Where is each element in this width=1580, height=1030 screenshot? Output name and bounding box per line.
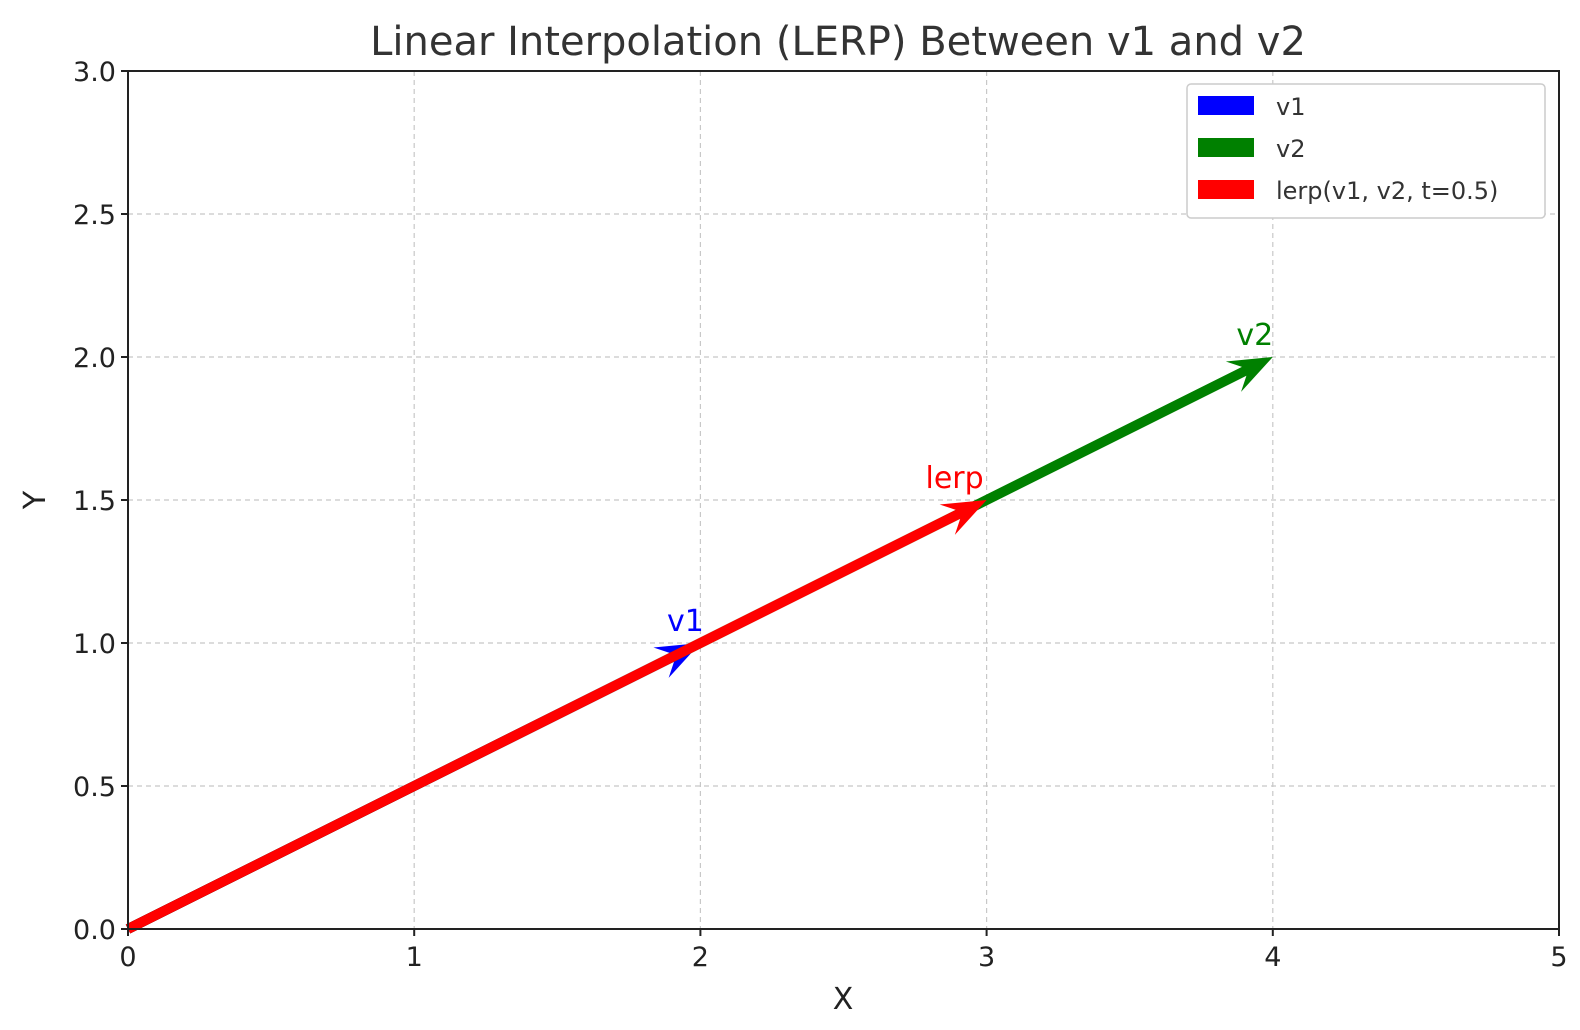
- vector-arrows: [125, 357, 1273, 934]
- legend-swatch-lerp: [1198, 180, 1254, 199]
- vector-lerp-annotation: lerp: [926, 461, 984, 496]
- x-tick-label: 4: [1264, 942, 1281, 973]
- x-axis-label: X: [833, 982, 854, 1017]
- legend-label-lerp: lerp(v1, v2, t=0.5): [1276, 177, 1498, 205]
- legend-box: [1186, 83, 1546, 219]
- legend: v1 v2 lerp(v1, v2, t=0.5): [1186, 83, 1546, 219]
- x-tick-label: 0: [119, 942, 136, 973]
- y-tick-label: 3.0: [73, 57, 116, 88]
- vector-v2-annotation: v2: [1236, 318, 1273, 353]
- x-tick-label: 1: [406, 942, 423, 973]
- vector-v1-annotation: v1: [667, 604, 704, 639]
- x-axis-ticks: 0 1 2 3 4 5: [119, 929, 1568, 973]
- legend-swatch-v1: [1198, 96, 1254, 115]
- legend-label-v2: v2: [1276, 135, 1305, 163]
- x-tick-label: 5: [1550, 942, 1567, 973]
- y-tick-label: 2.5: [73, 200, 116, 231]
- legend-swatch-v2: [1198, 138, 1254, 157]
- x-tick-label: 3: [978, 942, 995, 973]
- legend-label-v1: v1: [1276, 93, 1305, 121]
- y-axis-ticks: 0.0 0.5 1.0 1.5 2.0 2.5 3.0: [73, 57, 128, 946]
- vector-lerp-arrow: [125, 500, 987, 934]
- y-tick-label: 0.0: [73, 915, 116, 946]
- y-tick-label: 0.5: [73, 772, 116, 803]
- y-tick-label: 2.0: [73, 343, 116, 374]
- x-tick-label: 2: [692, 942, 709, 973]
- y-axis-label: Y: [18, 490, 53, 510]
- y-tick-label: 1.0: [73, 629, 116, 660]
- y-tick-label: 1.5: [73, 486, 116, 517]
- chart-title: Linear Interpolation (LERP) Between v1 a…: [370, 19, 1306, 65]
- vector-annotations: v1 v2 lerp: [667, 318, 1273, 639]
